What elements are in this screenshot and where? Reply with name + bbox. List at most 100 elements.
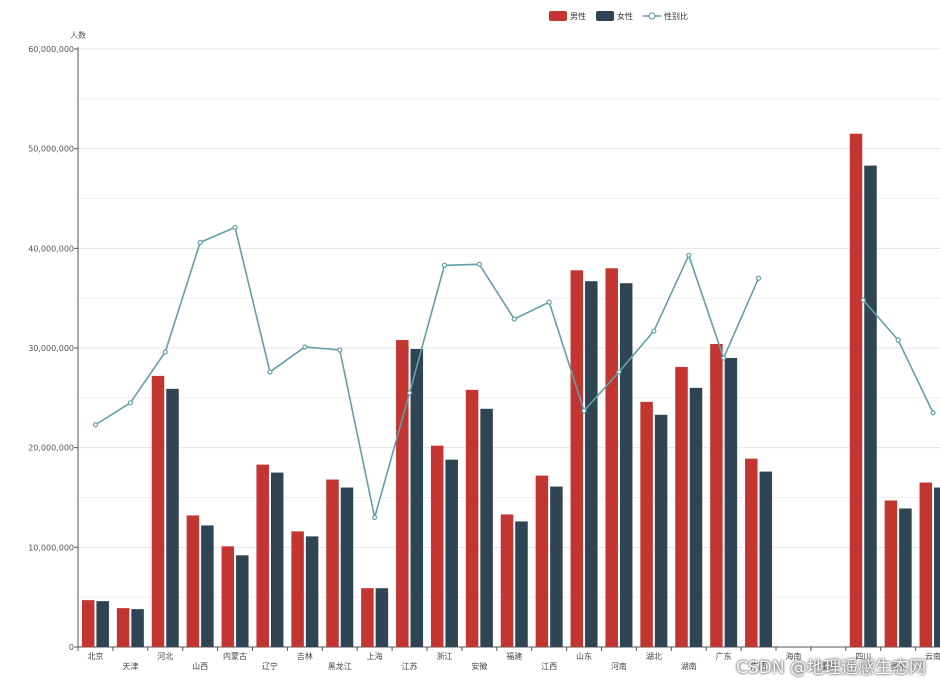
x-tick-label: 河北 [157, 651, 173, 661]
ratio-point [616, 369, 622, 375]
bar-male [884, 500, 898, 647]
bar-male [186, 515, 200, 647]
watermark: CSDN @地理遥感生态网 [736, 658, 926, 678]
grid-lines [78, 48, 940, 598]
bar-female [480, 408, 493, 647]
y-tick-label: 40,000,000 [28, 244, 74, 253]
ratio-point [860, 297, 866, 303]
bar-male [396, 340, 409, 647]
x-tick-label: 四川 [855, 652, 871, 661]
x-tick-label: 贵州 [890, 661, 906, 671]
bar-male [675, 366, 688, 647]
y-tick-label: 60,000,000 [28, 45, 74, 54]
x-tick-label: 天津 [122, 661, 138, 671]
y-tick-label: 30,000,000 [28, 344, 74, 353]
x-tick-label: 山东 [576, 651, 592, 661]
bar-male [151, 375, 165, 647]
ratio-point [162, 349, 168, 355]
x-tick-label: 河南 [611, 661, 627, 671]
legend-swatch [596, 11, 614, 21]
y-tick-label: 20,000,000 [28, 444, 74, 453]
bar-female [934, 487, 940, 647]
ratio-point [686, 252, 692, 258]
ratio-point [581, 408, 587, 414]
bar-female [305, 536, 319, 647]
bar-male [465, 389, 479, 647]
ratio-point [721, 355, 727, 361]
ratio-point [930, 410, 936, 416]
bar-male [430, 445, 444, 647]
bar-male [570, 270, 584, 647]
ratio-point [267, 369, 273, 375]
ratio-point [406, 390, 413, 396]
ratio-point [651, 328, 657, 334]
legend-label: 男性 [570, 11, 586, 21]
legend[interactable]: 男性 女性 性别比 [549, 11, 688, 21]
bar-female [515, 521, 528, 647]
x-tick-label: 江西 [541, 662, 557, 671]
x-tick-label: 辽宁 [262, 661, 278, 671]
x-tick-label: 江苏 [402, 661, 418, 671]
bar-female [899, 508, 912, 647]
bar-male [710, 344, 723, 647]
line-series [92, 224, 936, 521]
y-tick-label: 0 [69, 643, 74, 652]
bar-female [166, 388, 179, 647]
x-tick-label: 湖北 [646, 652, 662, 661]
ratio-point [92, 422, 99, 428]
legend-label: 女性 [617, 11, 633, 21]
bar-female [96, 601, 109, 647]
bar-male [221, 546, 235, 647]
bar-male [605, 268, 618, 647]
bar-male [291, 531, 304, 647]
bar-female [445, 459, 458, 647]
bar-male [849, 133, 863, 647]
x-tick-label: 广西 [751, 661, 767, 671]
ratio-point [197, 239, 203, 245]
ratio-point [546, 299, 552, 305]
x-tick-label: 安徽 [471, 661, 487, 671]
bar-female [654, 414, 668, 647]
x-tick-label: 福建 [506, 651, 522, 661]
bar-male [256, 464, 269, 647]
bar-female [410, 348, 424, 647]
legend-swatch-point [648, 12, 656, 20]
y-axis-title: 人数 [70, 30, 86, 40]
bar-male [116, 608, 130, 647]
bars [81, 133, 940, 648]
x-tick-label: 山西 [192, 661, 208, 671]
bar-female [724, 357, 738, 647]
x-tick-label: 上海 [367, 651, 383, 661]
x-tick-label: 湖南 [681, 661, 697, 671]
bar-female [689, 387, 703, 647]
bar-female [864, 165, 877, 648]
ratio-point [895, 337, 901, 343]
bar-male [535, 475, 549, 647]
ratio-point [755, 275, 762, 281]
ratio-point [337, 347, 343, 353]
x-tick-label: 吉林 [297, 651, 313, 661]
bar-female [550, 486, 563, 647]
bar-female [759, 471, 773, 647]
ratio-point [476, 261, 482, 267]
bar-male [640, 401, 653, 647]
bar-male [326, 479, 339, 647]
x-tick-label: 浙江 [436, 651, 452, 661]
y-tick-label: 50,000,000 [28, 145, 74, 154]
bar-female [201, 525, 214, 647]
ratio-point [372, 514, 378, 521]
x-tick-label: 海南 [785, 651, 801, 661]
bar-female [131, 609, 144, 647]
axis-labels: 0 10,000,000 20,000,000 30,000,000 40,000,00… [28, 30, 940, 671]
y-tick-label: 10,000,000 [28, 543, 74, 552]
legend-label: 性别比 [664, 11, 688, 21]
bar-male [745, 458, 758, 647]
ratio-point [511, 316, 517, 322]
x-tick-label: 重庆 [820, 661, 836, 671]
bar-male [361, 588, 374, 647]
bar-female [619, 283, 633, 647]
bar-female [270, 472, 284, 647]
ratio-point [232, 224, 238, 231]
legend-swatch [549, 11, 567, 21]
